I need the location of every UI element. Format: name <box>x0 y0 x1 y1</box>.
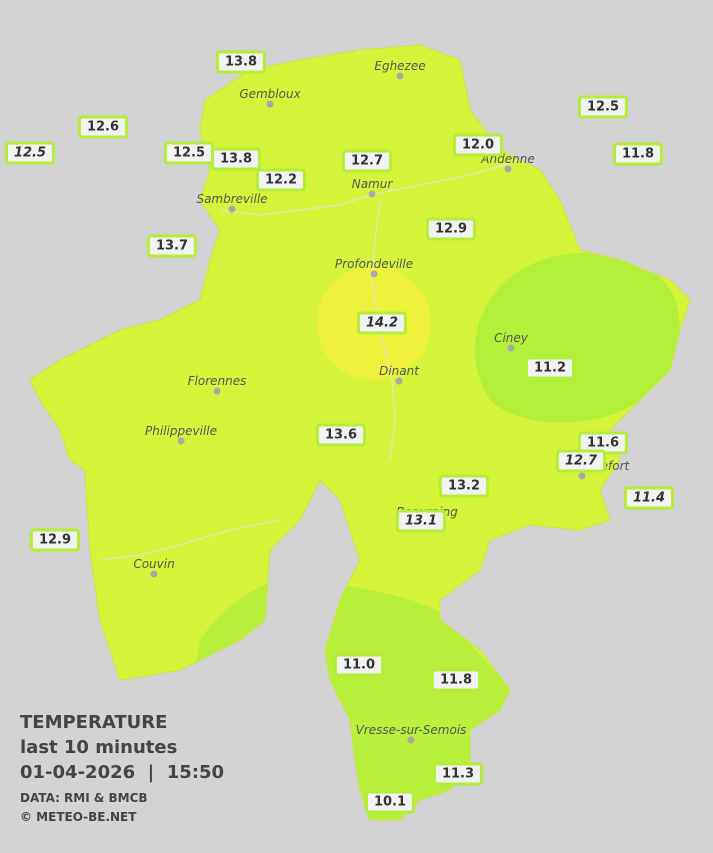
station-value: 11.4 <box>623 486 675 510</box>
station-value: 12.2 <box>255 168 307 192</box>
station-value: 12.9 <box>425 217 477 241</box>
station-value: 13.6 <box>315 423 367 447</box>
city-dot <box>507 344 515 352</box>
city-dot <box>578 472 586 480</box>
city-dot <box>407 736 415 744</box>
river <box>219 159 521 216</box>
cool-zone <box>320 585 520 820</box>
city-dot <box>396 72 404 80</box>
city-dot <box>177 437 185 445</box>
city-dot <box>368 190 376 198</box>
station-value: 12.7 <box>555 449 607 473</box>
city-dot <box>213 387 221 395</box>
station-value: 13.1 <box>395 509 447 533</box>
station-value: 12.9 <box>29 528 81 552</box>
city-label: Ciney <box>494 331 528 345</box>
station-value: 11.8 <box>612 142 664 166</box>
legend-source: DATA: RMI & BMCB <box>20 791 148 805</box>
station-value: 12.7 <box>341 149 393 173</box>
city-label: Philippeville <box>145 424 217 438</box>
station-value: 11.2 <box>524 356 576 380</box>
city-label: Dinant <box>379 364 419 378</box>
river <box>99 519 281 561</box>
legend-title: TEMPERATURE <box>20 712 168 733</box>
city-label: Gembloux <box>239 87 301 101</box>
station-value: 11.3 <box>432 762 484 786</box>
legend-datetime: 01-04-2026 | 15:50 <box>20 762 225 783</box>
station-value: 11.8 <box>430 668 482 692</box>
station-value: 13.8 <box>215 50 267 74</box>
station-value: 14.2 <box>356 311 408 335</box>
city-dot <box>266 100 274 108</box>
city-label: Sambreville <box>196 192 268 206</box>
station-value: 13.2 <box>438 474 490 498</box>
city-dot <box>395 377 403 385</box>
station-value: 12.5 <box>163 141 215 165</box>
cool-zone <box>475 253 680 423</box>
city-label: Florennes <box>187 374 247 388</box>
station-value: 13.7 <box>146 234 198 258</box>
station-value: 12.5 <box>4 141 56 165</box>
city-label: Eghezee <box>374 59 426 73</box>
station-value: 12.6 <box>77 115 129 139</box>
station-value: 11.0 <box>333 653 385 677</box>
city-label: Vresse-sur-Semois <box>355 723 467 737</box>
city-label: Profondeville <box>334 257 414 271</box>
city-label: Couvin <box>133 557 175 571</box>
city-dot <box>228 205 236 213</box>
station-value: 12.0 <box>452 133 504 157</box>
station-value: 12.5 <box>577 95 629 119</box>
city-dot <box>150 570 158 578</box>
station-value: 13.8 <box>210 147 262 171</box>
legend-period: last 10 minutes <box>20 737 178 758</box>
station-value: 10.1 <box>364 790 416 814</box>
legend-copyright: © METEO-BE.NET <box>20 810 137 824</box>
city-dot <box>370 270 378 278</box>
city-label: Namur <box>351 177 393 191</box>
city-dot <box>504 165 512 173</box>
